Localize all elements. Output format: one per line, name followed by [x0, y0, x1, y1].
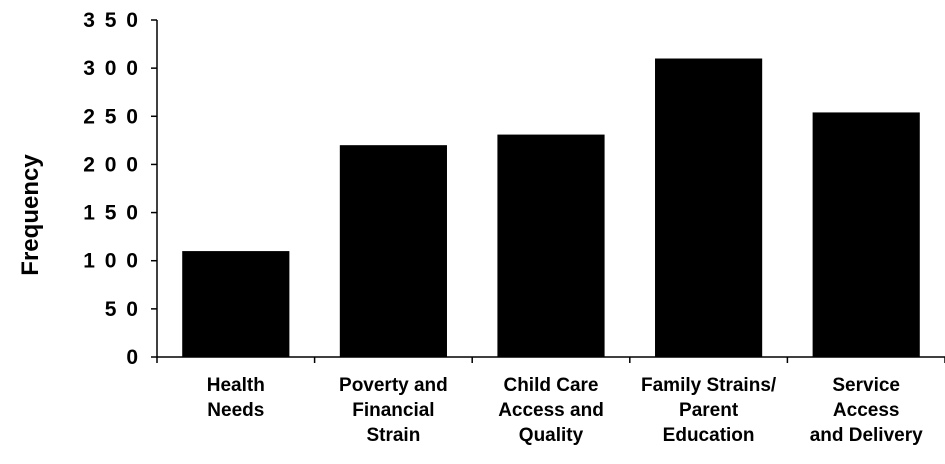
bar — [182, 251, 290, 357]
y-axis: 0 5 0 1 0 0 1 5 0 2 0 0 2 5 0 3 0 0 3 5 0 — [83, 9, 158, 369]
y-tick-label: 1 5 0 — [83, 202, 140, 225]
y-tick-label: 3 0 0 — [83, 57, 140, 80]
x-category-label: Access — [833, 400, 900, 421]
x-axis: Health Needs Poverty and Financial Strain Chi… — [156, 356, 945, 446]
bar — [812, 112, 920, 357]
x-category-label: Parent — [679, 400, 739, 421]
bar — [497, 134, 605, 357]
y-tick-label: 1 0 0 — [83, 250, 140, 273]
x-category-label: Quality — [519, 425, 584, 446]
x-category-label: Education — [663, 425, 755, 446]
y-tick-label: 5 0 — [105, 298, 140, 321]
y-tick-label: 3 5 0 — [83, 9, 140, 32]
bars — [182, 58, 920, 358]
bar — [339, 145, 447, 357]
x-category-label: Access and — [498, 400, 604, 421]
y-tick-label: 2 0 0 — [83, 153, 140, 176]
x-category-label: and Delivery — [810, 425, 923, 446]
x-category-label: Poverty and — [339, 375, 448, 396]
x-category-label: Service — [832, 375, 900, 396]
x-category-label: Family Strains/ — [641, 375, 777, 396]
bar — [655, 58, 763, 358]
x-category-label: Health — [207, 375, 265, 396]
x-category-label: Strain — [366, 425, 420, 446]
x-category-label: Financial — [352, 400, 434, 421]
x-category-label: Child Care — [503, 375, 598, 396]
x-category-label: Needs — [207, 400, 264, 421]
y-tick-label: 2 5 0 — [83, 105, 140, 128]
y-tick-label: 0 — [126, 346, 140, 369]
y-axis-title: Frequency — [17, 154, 44, 276]
